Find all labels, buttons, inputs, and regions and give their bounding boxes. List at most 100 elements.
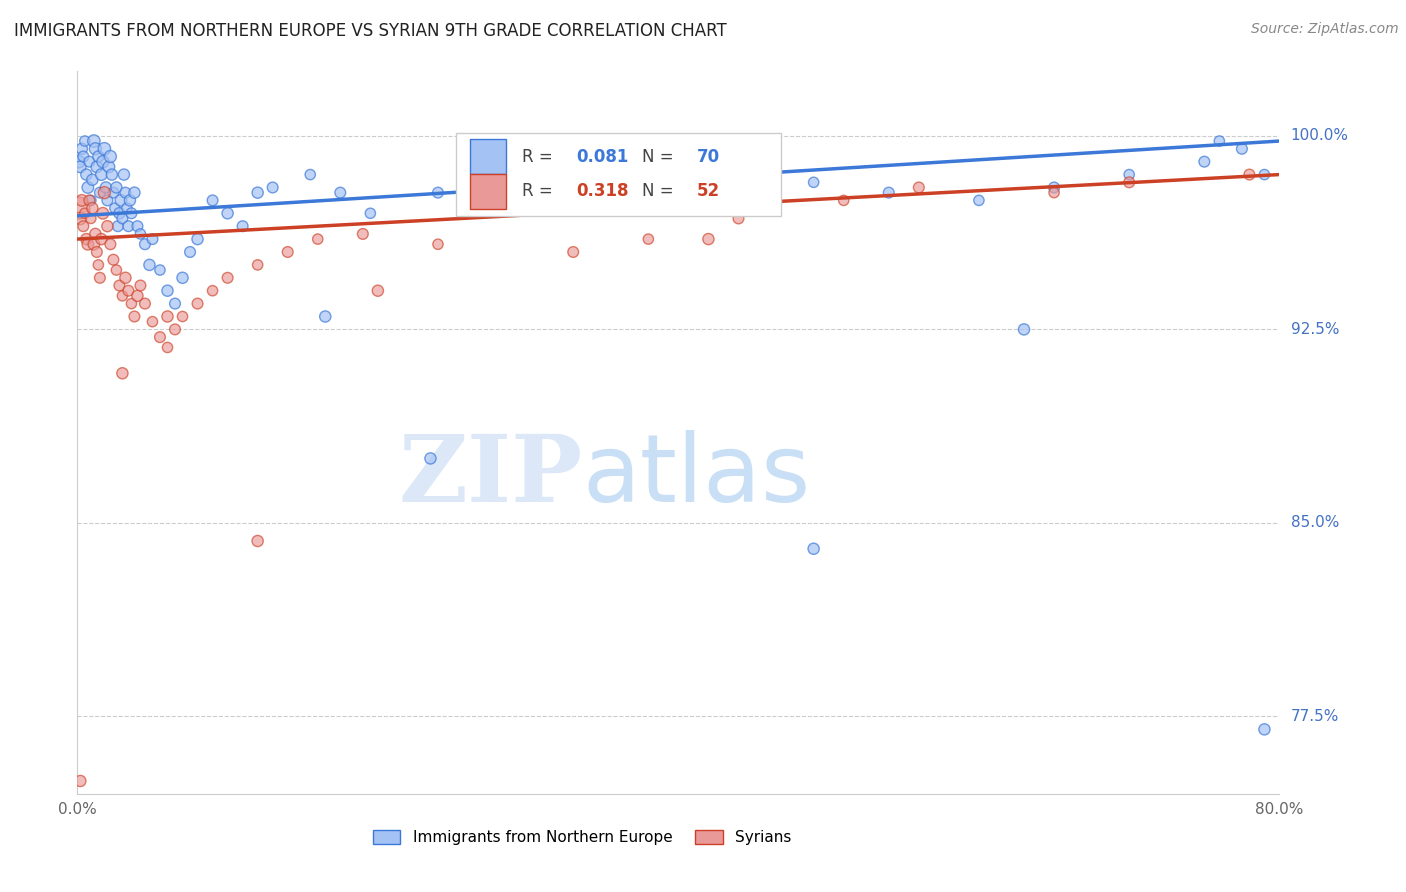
Point [67, 201, 90, 215]
Point [1012, 322, 1035, 336]
Point [70, 194, 93, 208]
Point [329, 186, 352, 200]
Point [111, 366, 134, 380]
Point [1208, 134, 1230, 148]
Point [79, 194, 101, 208]
Point [105, 263, 128, 277]
Point [100, 149, 122, 163]
Point [457, 175, 479, 189]
Point [127, 289, 149, 303]
Point [299, 168, 322, 182]
Point [277, 245, 299, 260]
Point [120, 206, 142, 220]
Point [86, 245, 108, 260]
Point [86, 160, 108, 174]
Point [117, 284, 139, 298]
Point [70, 142, 93, 156]
Text: 77.5%: 77.5% [1291, 709, 1339, 724]
Point [114, 186, 136, 200]
Point [427, 237, 450, 252]
Point [697, 186, 720, 200]
Text: ZIP: ZIP [398, 431, 582, 521]
Point [727, 211, 749, 226]
Point [87, 149, 110, 163]
Point [697, 232, 720, 246]
Point [94, 180, 117, 194]
Point [803, 541, 825, 556]
Point [120, 296, 142, 310]
Point [1118, 175, 1140, 189]
Text: N =: N = [643, 182, 679, 201]
Point [67, 154, 90, 169]
Point [114, 270, 136, 285]
Point [108, 206, 131, 220]
Point [69, 211, 91, 226]
Point [359, 206, 381, 220]
Point [367, 284, 389, 298]
Point [91, 206, 114, 220]
Text: 92.5%: 92.5% [1291, 322, 1339, 337]
Point [115, 201, 138, 215]
Point [89, 270, 111, 285]
Point [72, 219, 94, 234]
Text: N =: N = [643, 147, 679, 166]
Text: R =: R = [522, 147, 558, 166]
Point [112, 168, 135, 182]
Point [118, 194, 141, 208]
Point [84, 142, 107, 156]
Point [82, 172, 104, 186]
Text: 70: 70 [696, 147, 720, 166]
Point [314, 310, 336, 324]
Point [149, 330, 172, 344]
Point [117, 219, 139, 234]
Point [1194, 154, 1216, 169]
Text: R =: R = [522, 182, 558, 201]
Point [138, 258, 160, 272]
Point [149, 263, 172, 277]
Point [69, 160, 91, 174]
Point [246, 186, 269, 200]
Point [129, 278, 152, 293]
Point [108, 278, 131, 293]
Point [111, 289, 134, 303]
Point [87, 258, 110, 272]
Point [232, 219, 254, 234]
Point [75, 168, 97, 182]
Text: 0.081: 0.081 [576, 147, 628, 166]
Point [217, 270, 239, 285]
Point [79, 154, 101, 169]
Point [1118, 168, 1140, 182]
Point [246, 258, 269, 272]
Point [75, 232, 97, 246]
Point [201, 194, 224, 208]
Point [352, 227, 374, 241]
Point [1230, 142, 1253, 156]
Point [107, 219, 129, 234]
Point [141, 315, 163, 329]
Point [96, 219, 118, 234]
Point [90, 232, 112, 246]
Point [1253, 168, 1275, 182]
Point [83, 134, 105, 148]
Point [427, 186, 450, 200]
Point [832, 194, 855, 208]
Point [262, 180, 284, 194]
Point [531, 170, 554, 185]
Point [562, 245, 585, 260]
Point [172, 270, 194, 285]
Point [124, 310, 146, 324]
Point [93, 142, 115, 156]
Point [246, 533, 269, 548]
Text: 0.318: 0.318 [576, 182, 628, 201]
Point [93, 186, 115, 200]
Point [217, 206, 239, 220]
Point [307, 232, 329, 246]
Point [1043, 186, 1066, 200]
Point [134, 237, 156, 252]
Point [100, 237, 122, 252]
Point [72, 149, 94, 163]
Point [80, 211, 103, 226]
Point [103, 186, 125, 200]
Point [103, 252, 125, 267]
FancyBboxPatch shape [471, 174, 506, 209]
